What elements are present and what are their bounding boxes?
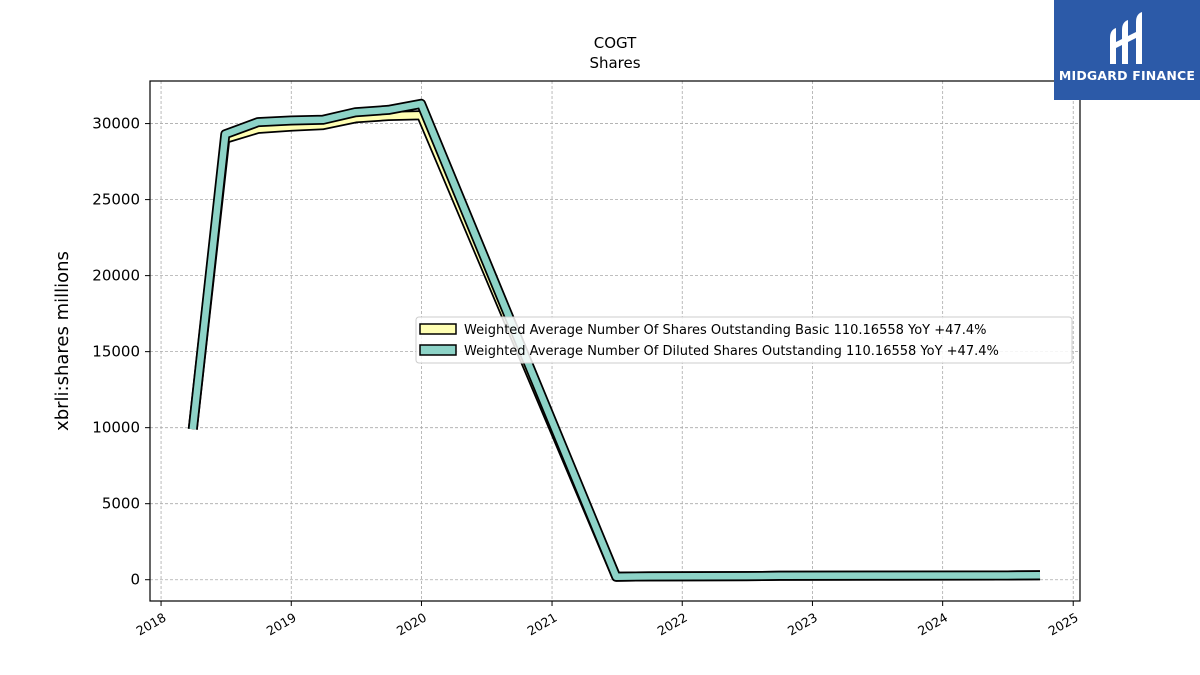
x-tick-label: 2021 (524, 610, 559, 639)
y-tick-label: 25000 (92, 191, 140, 209)
legend-label: Weighted Average Number Of Shares Outsta… (464, 323, 986, 338)
plot-frame (149, 80, 1081, 602)
legend-label: Weighted Average Number Of Diluted Share… (464, 344, 999, 359)
y-tick-label: 10000 (92, 419, 140, 437)
logo-mark-icon (1110, 12, 1142, 64)
x-tick-label: 2018 (134, 610, 169, 639)
brand-logo: MIDGARD FINANCE (1054, 0, 1200, 100)
chart-title: COGT (594, 34, 637, 52)
y-axis-label: xbrli:shares millions (52, 251, 73, 431)
logo-text: MIDGARD FINANCE (1058, 68, 1196, 83)
x-tick-label: 2020 (394, 610, 429, 639)
y-tick-label: 15000 (92, 343, 140, 361)
y-tick-label: 0 (130, 571, 140, 589)
chart-subtitle: Shares (589, 54, 640, 72)
x-axis: 2018 2019 2020 2021 2022 2023 2024 2025 (134, 601, 1081, 639)
x-tick-label: 2024 (915, 610, 950, 639)
x-tick-label: 2025 (1046, 610, 1081, 639)
legend-swatch (419, 344, 457, 356)
series-group (187, 98, 1041, 582)
legend-box (415, 316, 1073, 364)
y-tick-label: 20000 (92, 267, 140, 285)
legend: Weighted Average Number Of Shares Outsta… (415, 316, 1073, 364)
x-tick-label: 2022 (655, 610, 690, 639)
y-tick-label: 30000 (92, 115, 140, 133)
legend-swatch (419, 323, 457, 335)
y-axis: 0 5000 10000 15000 20000 25000 30000 (92, 115, 150, 589)
x-tick-label: 2023 (785, 610, 820, 639)
x-tick-label: 2019 (264, 610, 299, 639)
y-tick-label: 5000 (102, 495, 140, 513)
series-2-line (189, 100, 1041, 580)
